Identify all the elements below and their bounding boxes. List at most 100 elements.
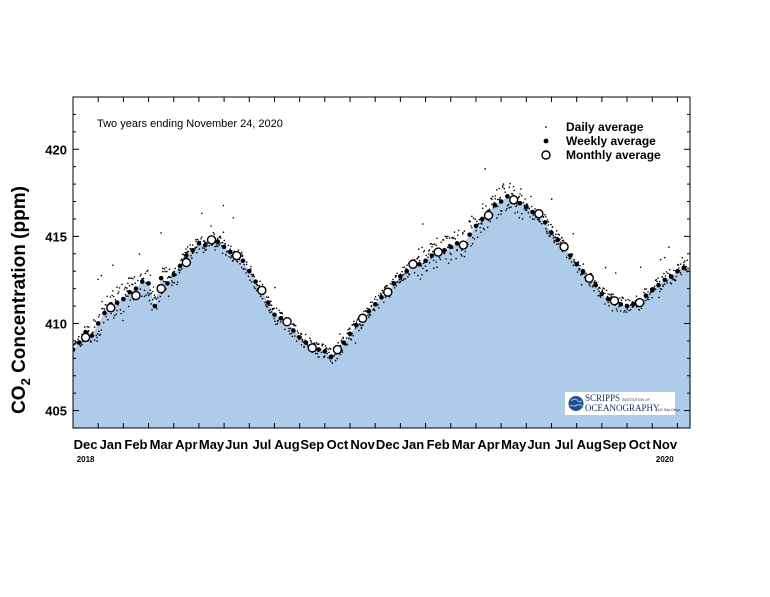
daily-point: [546, 219, 549, 221]
daily-point: [141, 295, 143, 298]
daily-point: [401, 270, 403, 273]
daily-point: [551, 226, 554, 228]
daily-point: [118, 287, 121, 289]
daily-point: [476, 220, 478, 223]
daily-point: [439, 258, 442, 261]
daily-point: [421, 246, 423, 249]
daily-point: [138, 253, 141, 255]
daily-point: [166, 270, 168, 273]
daily-point: [449, 252, 452, 254]
weekly-point: [366, 308, 372, 314]
weekly-point: [316, 347, 321, 352]
daily-point: [186, 246, 189, 248]
daily-point: [432, 267, 435, 270]
monthly-point: [634, 297, 645, 308]
daily-point: [430, 243, 433, 245]
daily-point: [112, 295, 115, 298]
daily-point: [453, 231, 456, 233]
daily-point: [250, 265, 252, 268]
daily-point: [275, 323, 277, 326]
daily-point: [150, 292, 152, 295]
daily-point: [184, 251, 186, 254]
daily-point: [502, 183, 505, 185]
daily-point: [488, 208, 491, 211]
daily-point: [253, 275, 255, 278]
daily-point: [165, 266, 167, 269]
daily-point: [102, 321, 105, 324]
daily-point: [106, 295, 108, 298]
daily-point: [159, 295, 162, 298]
daily-point: [653, 286, 655, 289]
daily-point: [659, 258, 662, 261]
daily-point: [371, 301, 374, 303]
monthly-point: [156, 283, 166, 294]
daily-point: [497, 213, 500, 216]
daily-point: [504, 191, 507, 193]
daily-point: [403, 266, 406, 268]
daily-point: [352, 324, 354, 326]
daily-point: [686, 259, 688, 262]
daily-point: [607, 301, 609, 304]
daily-point: [354, 327, 357, 329]
daily-point: [259, 280, 261, 283]
daily-point: [445, 235, 447, 238]
daily-point: [115, 313, 117, 316]
daily-point: [289, 333, 291, 335]
daily-point: [341, 351, 344, 354]
daily-point: [423, 249, 426, 252]
weekly-point: [139, 279, 145, 284]
weekly-point: [492, 202, 498, 208]
daily-point: [615, 308, 618, 310]
daily-point: [208, 244, 211, 247]
daily-point: [369, 314, 372, 317]
daily-point: [628, 309, 630, 312]
daily-point: [484, 168, 487, 170]
daily-point: [152, 286, 155, 288]
daily-point: [348, 327, 351, 330]
daily-point: [553, 241, 555, 244]
daily-point: [140, 273, 142, 276]
daily-point: [516, 211, 519, 213]
daily-point: [78, 335, 80, 338]
weekly-point: [184, 253, 189, 258]
daily-point: [678, 267, 680, 269]
daily-point: [244, 268, 246, 270]
daily-point: [579, 264, 581, 267]
daily-point: [170, 276, 172, 279]
daily-point: [181, 258, 183, 261]
daily-point: [646, 298, 649, 300]
daily-point: [112, 317, 115, 319]
legend-marker-weekly: [543, 138, 549, 144]
daily-point: [653, 285, 656, 288]
daily-point: [98, 330, 100, 333]
daily-point: [147, 294, 150, 297]
daily-point: [683, 264, 685, 266]
daily-point: [500, 213, 502, 215]
daily-point: [143, 289, 146, 292]
globe-wave-icon: [569, 398, 583, 407]
daily-point: [93, 326, 96, 328]
daily-point: [203, 247, 206, 249]
daily-point: [486, 226, 489, 229]
daily-point: [276, 322, 279, 325]
daily-point: [327, 356, 329, 359]
daily-point: [660, 288, 663, 291]
daily-point: [638, 308, 640, 311]
daily-point: [240, 266, 243, 269]
x-tick-label: Jan: [402, 437, 424, 452]
daily-point: [547, 220, 550, 223]
daily-point: [229, 248, 231, 250]
daily-point: [216, 245, 219, 248]
daily-point: [171, 281, 174, 284]
daily-point: [640, 307, 643, 310]
daily-point: [356, 319, 359, 321]
daily-point: [144, 272, 147, 275]
x-tick-label: Jan: [100, 437, 122, 452]
daily-point: [101, 300, 103, 303]
daily-point: [608, 304, 610, 307]
daily-point: [445, 258, 447, 260]
daily-point: [462, 233, 464, 235]
daily-point: [378, 307, 380, 309]
daily-point: [476, 236, 479, 239]
daily-point: [573, 258, 575, 261]
